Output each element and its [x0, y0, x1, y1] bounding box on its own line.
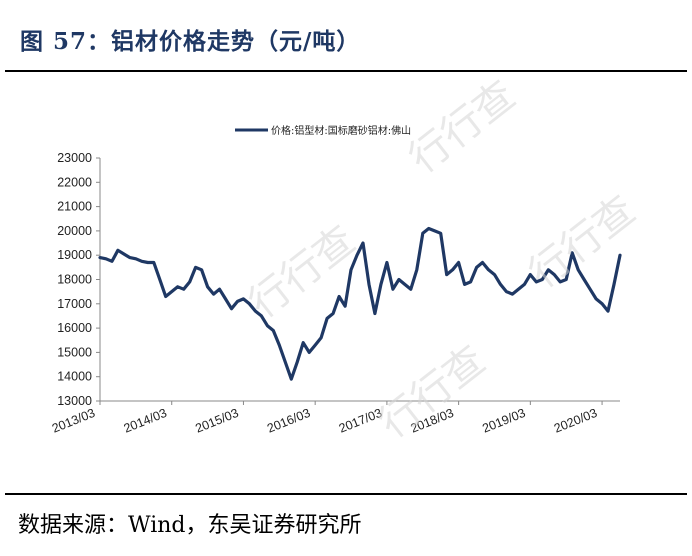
x-tick-label: 2020/03 — [552, 406, 599, 436]
y-tick-label: 20000 — [57, 224, 92, 238]
legend: 价格:铝型材:国标磨砂铝材:佛山 — [235, 124, 411, 137]
source-note: 数据来源：Wind，东吴证券研究所 — [18, 513, 362, 538]
source-divider — [5, 493, 687, 495]
x-tick-label: 2014/03 — [122, 406, 169, 436]
legend-label: 价格:铝型材:国标磨砂铝材:佛山 — [271, 124, 411, 137]
series-group — [98, 226, 622, 381]
figure-title: 图 57：铝材价格走势（元/吨） — [20, 28, 361, 55]
y-axis: 13000 14000 15000 16000 17000 18000 19000 20000… — [57, 151, 101, 408]
x-tick-label: 2017/03 — [337, 406, 384, 436]
title-divider — [5, 70, 687, 72]
series-line — [98, 226, 622, 381]
y-tick-label: 14000 — [57, 370, 92, 384]
y-tick-label: 23000 — [57, 151, 92, 165]
y-tick-label: 15000 — [57, 345, 92, 359]
y-tick-label: 19000 — [57, 248, 92, 262]
y-tick-label: 21000 — [57, 200, 92, 214]
x-tick-label: 2018/03 — [409, 406, 456, 436]
x-tick-label: 2016/03 — [265, 406, 312, 436]
y-tick-label: 17000 — [57, 297, 92, 311]
y-tick-label: 13000 — [57, 394, 92, 408]
x-tick-label: 2019/03 — [480, 406, 527, 436]
x-tick-label: 2013/03 — [50, 406, 97, 436]
y-tick-label: 16000 — [57, 321, 92, 335]
line-chart: 13000 14000 15000 16000 17000 18000 19000 20000… — [50, 124, 622, 436]
y-tick-label: 22000 — [57, 175, 92, 189]
x-tick-label: 2015/03 — [193, 406, 240, 436]
x-axis: 2013/03 2014/03 2015/03 2016/03 2017/03 2018/… — [50, 400, 620, 436]
y-tick-label: 18000 — [57, 273, 92, 287]
